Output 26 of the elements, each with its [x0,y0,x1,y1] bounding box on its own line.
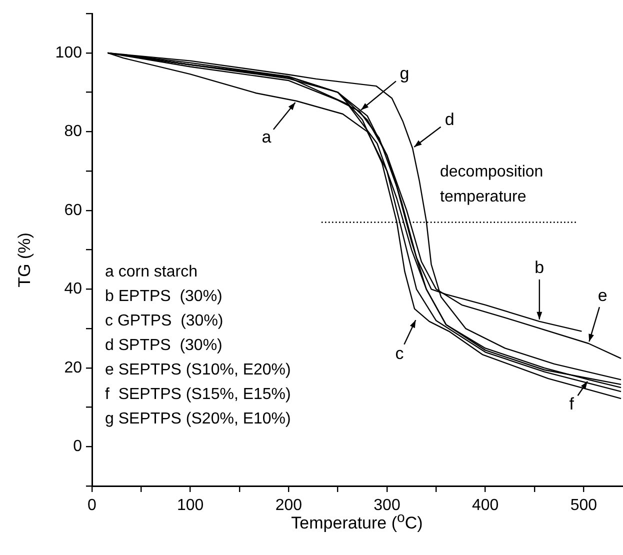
x-tick-label: 0 [88,497,97,514]
y-tick-label: 40 [64,280,82,298]
annotation: f SEPTPS (S15%, E15%) [105,386,291,403]
x-tick-label: 500 [570,497,598,514]
annotation: g [400,64,410,83]
y-axis-title: TG (%) [15,232,35,290]
annotation: e [598,286,608,306]
annotation: d SPTPS (30%) [105,336,222,354]
y-tick-label: 0 [73,438,82,456]
y-tick-label: 100 [55,44,82,62]
annotation: decomposition temperature [440,163,544,206]
annotation: a [262,128,272,147]
annotation: c GPTPS (30%) [105,312,224,330]
annotation: a corn starch [105,263,198,280]
y-tick-label: 80 [64,123,82,140]
annotation: e SEPTPS (S10%, E20%) [105,361,291,378]
annotation: g SEPTPS (S20%, E10%) [105,410,291,428]
x-tick-label: 400 [472,497,499,514]
y-tick-label: 20 [64,359,82,376]
annotation: f [569,394,574,414]
annotation: d [444,110,454,129]
y-tick-label: 60 [64,202,82,219]
annotation: c [395,344,404,363]
annotation: b EPTPS (30%) [105,288,222,305]
annotation: b [534,258,544,278]
x-tick-label: 100 [176,497,204,514]
